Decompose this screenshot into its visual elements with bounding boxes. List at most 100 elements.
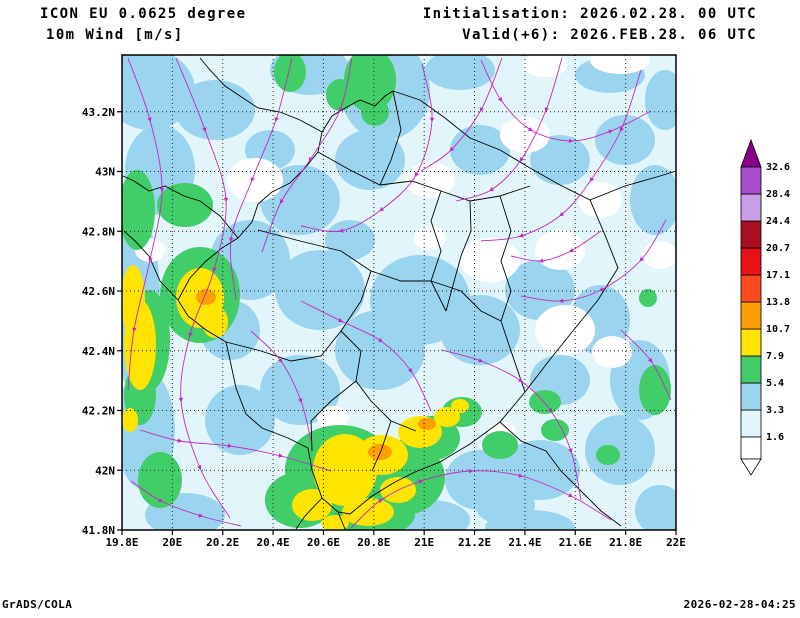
colorbar-label: 20.7 bbox=[766, 243, 790, 254]
field-blob bbox=[335, 310, 425, 390]
field-blob bbox=[596, 445, 620, 465]
field-blob bbox=[639, 365, 671, 415]
district-border bbox=[445, 200, 472, 312]
colorbar-bottom-arrow bbox=[740, 458, 762, 476]
y-tick-label: 43N bbox=[95, 166, 115, 179]
field-blob bbox=[325, 220, 375, 260]
field-blob bbox=[592, 336, 632, 368]
creation-timestamp: 2026-02-28-04:25 bbox=[683, 598, 796, 611]
field-blob bbox=[342, 498, 394, 526]
y-tick-label: 42.4N bbox=[82, 345, 115, 358]
field-blob bbox=[202, 306, 228, 338]
colorbar-label: 17.1 bbox=[766, 270, 790, 281]
field-blob bbox=[642, 241, 676, 269]
x-tick-label: 21.6E bbox=[559, 536, 592, 549]
field-blob bbox=[138, 452, 182, 508]
colorbar-segment bbox=[740, 247, 762, 276]
field-blob bbox=[635, 485, 676, 530]
district-border bbox=[370, 270, 431, 282]
colorbar-segment bbox=[740, 409, 762, 438]
streamline bbox=[420, 57, 503, 172]
colorbar-segment bbox=[740, 436, 762, 460]
colorbar-segment bbox=[740, 220, 762, 249]
field-blob bbox=[335, 130, 405, 190]
district-border bbox=[257, 229, 372, 332]
x-tick-label: 20.6E bbox=[307, 536, 340, 549]
field-blob bbox=[595, 115, 655, 165]
field-blob bbox=[317, 406, 349, 430]
colorbar-label: 28.4 bbox=[766, 189, 790, 200]
streamline bbox=[620, 329, 672, 401]
field-blob bbox=[585, 415, 655, 485]
field-blob bbox=[425, 55, 495, 90]
field-blob bbox=[529, 390, 561, 414]
colorbar-segment bbox=[740, 301, 762, 330]
field-blob bbox=[630, 165, 676, 235]
colorbar-segment bbox=[740, 274, 762, 303]
streamline bbox=[250, 330, 312, 442]
colorbar: 1.6 3.3 5.4 7.9 10.7 13.8 17.1 20.7 24.4 28.4 32.6 bbox=[740, 138, 790, 476]
model-title: ICON EU 0.0625 degree bbox=[40, 6, 247, 22]
streamline bbox=[440, 349, 582, 501]
streamline bbox=[229, 57, 293, 301]
map-frame bbox=[121, 54, 677, 531]
district-border bbox=[430, 280, 502, 322]
x-tick-label: 21.8E bbox=[609, 536, 642, 549]
streamline bbox=[480, 69, 642, 242]
streamline bbox=[139, 429, 332, 472]
field-blob bbox=[368, 444, 392, 460]
streamline bbox=[300, 63, 435, 233]
x-tick-label: 19.8E bbox=[105, 536, 138, 549]
x-tick-label: 20E bbox=[162, 536, 182, 549]
colorbar-top-arrow bbox=[740, 138, 762, 168]
district-border bbox=[310, 380, 357, 452]
colorbar-label: 5.4 bbox=[766, 378, 784, 389]
x-tick-label: 22E bbox=[666, 536, 686, 549]
field-blob bbox=[440, 295, 520, 365]
field-blob bbox=[414, 226, 446, 250]
field-blob bbox=[434, 407, 460, 427]
streamline bbox=[300, 300, 432, 412]
x-tick-label: 20.4E bbox=[257, 536, 290, 549]
colorbar-segment bbox=[740, 382, 762, 411]
field-blob bbox=[523, 55, 567, 77]
field-blob bbox=[578, 182, 622, 218]
district-border bbox=[371, 420, 392, 472]
field-blob bbox=[482, 431, 518, 459]
colorbar-label: 7.9 bbox=[766, 351, 784, 362]
field-blob bbox=[122, 408, 138, 432]
field-blob bbox=[541, 419, 569, 441]
x-tick-label: 21E bbox=[414, 536, 434, 549]
colorbar-segment bbox=[740, 355, 762, 384]
district-border bbox=[499, 195, 526, 393]
field-blob bbox=[122, 170, 155, 250]
streamline bbox=[261, 57, 353, 253]
field-blob bbox=[475, 485, 535, 525]
streamline bbox=[130, 480, 242, 527]
field-blob bbox=[505, 260, 575, 320]
field-blob bbox=[460, 238, 520, 282]
x-tick-label: 21.2E bbox=[458, 536, 491, 549]
grads-credit: GrADS/COLA bbox=[2, 598, 73, 611]
colorbar-label: 13.8 bbox=[766, 297, 790, 308]
field-blob bbox=[274, 55, 306, 92]
x-tick-label: 20.2E bbox=[206, 536, 239, 549]
field-blob bbox=[321, 515, 349, 530]
field-title: 10m Wind [m/s] bbox=[46, 27, 184, 43]
x-tick-label: 21.4E bbox=[508, 536, 541, 549]
valid-time-label: Valid(+6): 2026.FEB.28. 06 UTC bbox=[462, 27, 757, 43]
y-tick-label: 42.8N bbox=[82, 225, 115, 238]
axes: 19.8E 20E 20.2E 20.4E 20.6E 20.8E 21E 21.2E 21.4… bbox=[82, 106, 686, 549]
colorbar-segment bbox=[740, 328, 762, 357]
field-blob bbox=[590, 55, 650, 74]
streamline bbox=[350, 468, 612, 529]
neighbor-border bbox=[295, 497, 323, 530]
y-tick-label: 42N bbox=[95, 464, 115, 477]
field-blob bbox=[535, 305, 595, 355]
x-tick-label: 20.8E bbox=[357, 536, 390, 549]
streamline bbox=[510, 230, 602, 264]
wind-streamlines bbox=[127, 57, 672, 529]
field-blob bbox=[326, 79, 354, 111]
